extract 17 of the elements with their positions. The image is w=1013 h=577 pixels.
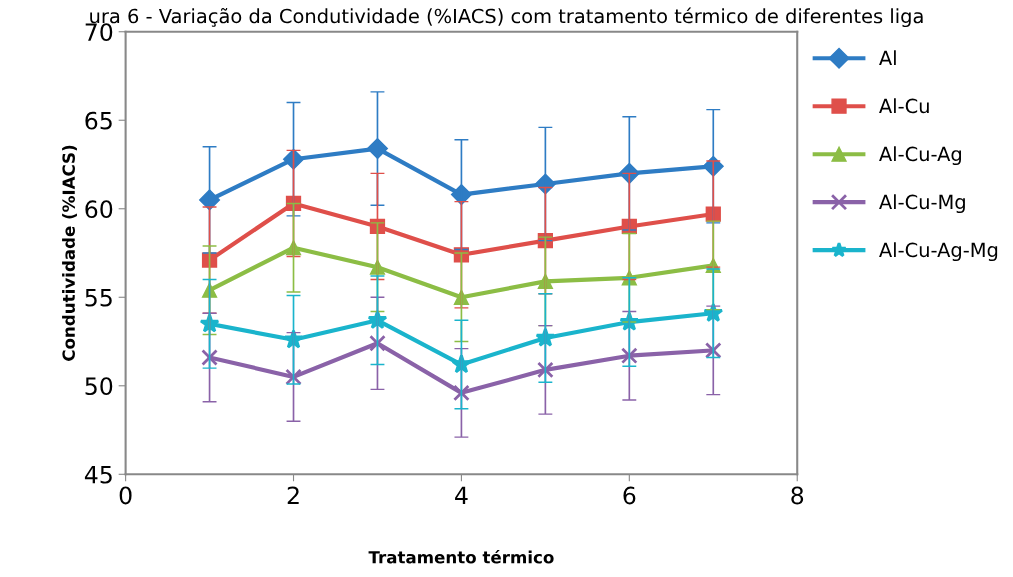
legend-label: Al-Cu-Mg (879, 194, 965, 214)
y-tick-label: 50 (85, 377, 113, 396)
y-tick-label: 65 (85, 111, 112, 130)
legend-label: Al (879, 50, 896, 66)
x-tick-label: 2 (287, 486, 299, 505)
y-axis-title: Condutividade (%IACS) (62, 145, 77, 361)
y-tick-label: 60 (85, 200, 113, 219)
legend-label: Al-Cu-Ag-Mg (879, 242, 998, 262)
x-tick-label: 0 (119, 486, 132, 505)
x-axis-title: Tratamento térmico (368, 549, 554, 564)
x-tick-label: 6 (623, 486, 636, 505)
x-tick-label: 8 (791, 486, 804, 505)
y-tick-label: 45 (84, 466, 112, 484)
legend-label: Al-Cu-Ag (879, 146, 961, 166)
legend-label: Al-Cu (879, 98, 929, 114)
x-tick-label: 4 (455, 486, 468, 505)
y-tick-label: 55 (85, 289, 112, 307)
